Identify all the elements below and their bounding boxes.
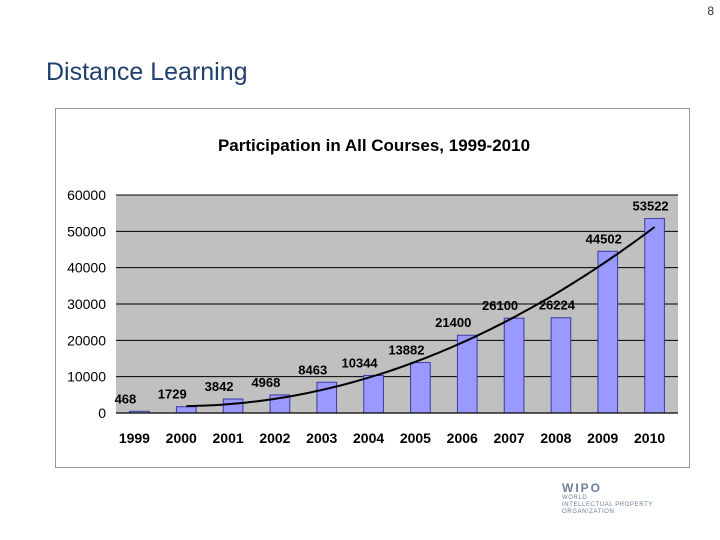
bar-2001 <box>222 398 244 414</box>
y-tick-label: 0 <box>98 405 106 421</box>
wipo-logo-line3: ORGANIZATION <box>562 509 615 515</box>
x-tick-label: 2004 <box>353 430 384 446</box>
bar-2010 <box>644 218 665 414</box>
bar-2005 <box>410 362 431 414</box>
wipo-logo: WIPO WORLD INTELLECTUAL PROPERTY ORGANIZ… <box>562 481 692 517</box>
x-tick-label: 2007 <box>494 430 525 446</box>
y-tick-label: 10000 <box>67 369 106 385</box>
wipo-logo-mark: WIPO <box>562 481 602 495</box>
page-number: 8 <box>707 4 714 18</box>
x-tick-label: 2000 <box>166 430 197 446</box>
y-tick-label: 60000 <box>67 187 106 203</box>
y-tick-label: 30000 <box>67 296 106 312</box>
participation-chart: Participation in All Courses, 1999-2010 … <box>67 136 678 446</box>
data-label: 44502 <box>586 231 622 246</box>
data-label: 26224 <box>539 298 576 313</box>
data-label: 26100 <box>482 298 518 313</box>
y-tick-label: 20000 <box>67 332 106 348</box>
data-label: 8463 <box>298 362 327 377</box>
x-tick-label: 1999 <box>119 430 150 446</box>
bar-2000 <box>175 406 197 414</box>
x-tick-label: 2006 <box>447 430 478 446</box>
x-tick-label: 2008 <box>540 430 571 446</box>
bar-2006 <box>456 334 478 414</box>
data-label: 21400 <box>435 315 471 330</box>
wipo-logo-line1: WORLD <box>562 495 588 501</box>
bar-2008 <box>550 317 572 414</box>
y-tick-label: 40000 <box>67 260 106 276</box>
data-label: 3842 <box>205 379 234 394</box>
x-tick-label: 2009 <box>587 430 618 446</box>
bar-2004 <box>363 374 384 414</box>
data-label: 1729 <box>158 387 187 402</box>
slide-title: Distance Learning <box>46 58 248 86</box>
data-label: 13882 <box>388 343 424 358</box>
x-tick-label: 2001 <box>213 430 244 446</box>
data-label: 10344 <box>342 355 379 370</box>
data-label: 53522 <box>633 199 669 214</box>
chart-title: Participation in All Courses, 1999-2010 <box>218 136 530 155</box>
bar-2007 <box>503 317 525 414</box>
data-label: 4968 <box>251 375 280 390</box>
trend-line <box>186 226 656 408</box>
data-label: 468 <box>115 391 137 406</box>
chart-frame: Participation in All Courses, 1999-2010 … <box>55 108 690 468</box>
x-tick-label: 2002 <box>259 430 290 446</box>
x-tick-label: 2005 <box>400 430 431 446</box>
wipo-logo-line2: INTELLECTUAL PROPERTY <box>562 502 653 508</box>
bar-2009 <box>597 250 619 414</box>
y-tick-label: 50000 <box>67 223 106 239</box>
x-tick-label: 2003 <box>306 430 337 446</box>
x-tick-label: 2010 <box>634 430 665 446</box>
